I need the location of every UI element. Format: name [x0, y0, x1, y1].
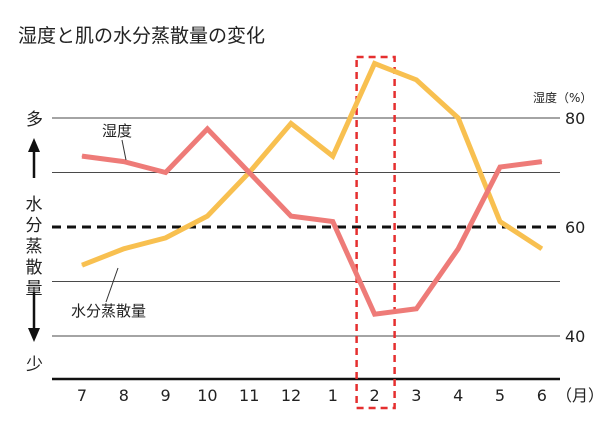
series-layer [81, 60, 544, 317]
data-point [206, 215, 208, 217]
x-tick-label: 2 [370, 386, 380, 405]
highlight-box [355, 55, 396, 410]
x-tick-label: 9 [161, 386, 171, 405]
data-point [165, 237, 167, 239]
x-tick-label: 7 [77, 386, 87, 405]
y-tick-labels: 40 60 80 [565, 109, 585, 346]
data-point [457, 248, 459, 250]
data-point [165, 172, 167, 173]
data-point [499, 166, 501, 168]
x-tick-label: 4 [453, 386, 463, 405]
data-point [374, 313, 376, 315]
data-point [81, 264, 83, 266]
data-point [206, 128, 208, 130]
y-tick-label: 60 [565, 218, 585, 237]
series-line-transpiration [81, 60, 544, 268]
x-unit-label: （月） [556, 386, 601, 405]
left-axis-label: 水分蒸散量 [26, 195, 43, 299]
x-tick-label: 1 [328, 386, 338, 405]
chart-title: 湿度と肌の水分蒸散量の変化 [18, 25, 265, 47]
data-point [332, 155, 334, 157]
left-axis-label-char: 散 [26, 258, 43, 278]
grid [52, 117, 560, 381]
highlight-rect [355, 55, 396, 410]
y-tick-label: 80 [565, 109, 585, 128]
x-tick-label: 11 [239, 386, 259, 405]
x-tick-label: 5 [495, 386, 505, 405]
data-point [290, 122, 292, 124]
x-tick-label: 8 [119, 386, 129, 405]
data-point [374, 63, 376, 64]
data-point [290, 215, 292, 217]
data-point [123, 161, 125, 163]
data-point [415, 308, 417, 310]
x-tick-label: 10 [197, 386, 217, 405]
data-point [541, 161, 543, 163]
left-axis-label-char: 分 [26, 216, 43, 236]
data-point [541, 248, 543, 250]
left-axis-label-char: 蒸 [26, 237, 43, 257]
right-axis-label: 湿度（%） [533, 90, 592, 105]
data-point [499, 221, 501, 223]
series-label-transpiration: 水分蒸散量 [71, 302, 146, 320]
left-axis-bottom-label: 少 [26, 355, 43, 375]
data-point [415, 79, 417, 81]
left-axis-top-label: 多 [26, 110, 43, 130]
x-tick-label: 6 [537, 386, 547, 405]
up-arrow-icon [28, 138, 40, 178]
data-point [248, 172, 250, 173]
data-point [457, 117, 459, 119]
x-tick-labels: 7 8 9 10 11 12 1 2 3 4 5 6 [77, 386, 547, 405]
data-point [123, 248, 125, 250]
data-point [332, 221, 334, 223]
down-arrow-icon [28, 292, 40, 342]
left-axis-label-char: 水 [26, 195, 43, 215]
series-label-humidity: 湿度 [102, 122, 132, 140]
left-axis-label-char: 量 [26, 279, 43, 299]
x-tick-label: 3 [411, 386, 421, 405]
series-label-leader-transpiration [105, 267, 119, 303]
data-point [81, 155, 83, 157]
y-tick-label: 40 [565, 327, 585, 346]
x-tick-label: 12 [281, 386, 301, 405]
series-label-leader-humidity [121, 139, 127, 161]
series-line-humidity [81, 125, 543, 317]
